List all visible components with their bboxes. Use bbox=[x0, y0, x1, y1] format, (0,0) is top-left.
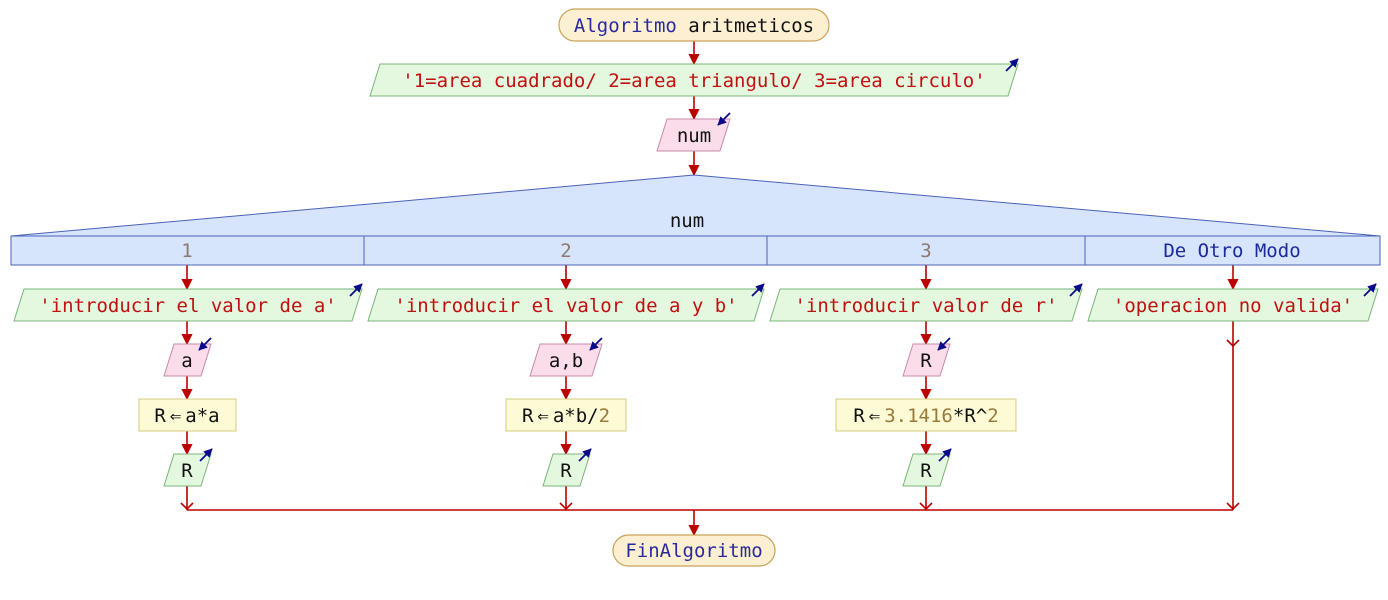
arrow-up-right-icon bbox=[1363, 283, 1377, 297]
case-3-assign-shape bbox=[835, 398, 1017, 432]
case-3-expr-part: *R^ bbox=[953, 405, 987, 427]
default-branch: 'operacion no valida' bbox=[1087, 283, 1379, 322]
arrow-up-right-icon bbox=[578, 448, 592, 462]
read-num-input: num bbox=[656, 112, 731, 152]
flow-merge-chevron-2 bbox=[559, 502, 573, 511]
default-prompt-shape bbox=[1087, 288, 1379, 322]
case-1-label: 1 bbox=[181, 240, 192, 262]
case-2-assign-expr: a*b/2 bbox=[553, 405, 610, 427]
default-prompt: 'operacion no valida' bbox=[1113, 295, 1353, 317]
arrow-up-right-icon bbox=[1069, 283, 1083, 297]
end-terminal-shape bbox=[612, 534, 776, 567]
case-1-assign-expr: a*a bbox=[185, 405, 219, 427]
switch-variable: num bbox=[670, 210, 704, 232]
arrow-up-right-icon bbox=[1005, 58, 1019, 72]
case-2-read-shape bbox=[529, 343, 603, 377]
case-1-write: R bbox=[181, 460, 193, 482]
case-2-branch: 'introducir el valor de a y b' a,b R ⇐ a*b… bbox=[367, 283, 765, 487]
case-1-expr-part: a*a bbox=[185, 405, 219, 427]
case-2-assign-shape bbox=[505, 398, 627, 432]
switch-cases-row bbox=[10, 235, 1381, 266]
menu-output-text: '1=area cuadrado/ 2=area triangulo/ 3=ar… bbox=[402, 70, 985, 92]
case-1-assign-target: R bbox=[154, 405, 166, 427]
case-1-read: a bbox=[181, 350, 192, 372]
case-2-write: R bbox=[560, 460, 572, 482]
start-terminal-shape bbox=[558, 8, 830, 42]
case-2-label: 2 bbox=[560, 240, 571, 262]
switch-block: num 1 2 3 De Otro Modo bbox=[10, 174, 1381, 266]
case-3-assign: R ⇐ 3.1416*R^2 bbox=[853, 405, 998, 427]
case-1-write-shape bbox=[163, 453, 212, 487]
case-2-expr-part: a*b/ bbox=[553, 405, 599, 427]
arrow-up-right-icon bbox=[938, 448, 952, 462]
menu-output-shape bbox=[369, 63, 1019, 97]
case-3-label: 3 bbox=[920, 240, 931, 262]
start-terminal: Algoritmo aritmeticos bbox=[558, 8, 830, 42]
arrow-down-left-icon bbox=[717, 112, 731, 126]
case-2-read: a,b bbox=[549, 350, 583, 372]
read-num-text: num bbox=[677, 125, 711, 147]
case-3-expr-part: 3.1416 bbox=[884, 405, 953, 427]
case-3-read: R bbox=[920, 350, 932, 372]
flow-default-chevron bbox=[1226, 339, 1240, 348]
case-1-assign: R ⇐ a*a bbox=[154, 405, 219, 427]
arrow-down-left-icon bbox=[937, 337, 951, 351]
case-default-label: De Otro Modo bbox=[1163, 240, 1300, 262]
flow-default-chevron-2 bbox=[1226, 502, 1240, 511]
arrow-up-right-icon bbox=[751, 283, 765, 297]
read-num-shape bbox=[656, 118, 731, 152]
algorithm-name: aritmeticos bbox=[688, 15, 814, 37]
case-1-branch: 'introducir el valor de a' a R ⇐ a*a R bbox=[13, 283, 363, 487]
case-3-prompt: 'introducir valor de r' bbox=[794, 295, 1057, 317]
start-terminal-text: Algoritmo aritmeticos bbox=[574, 15, 814, 37]
case-2-assign-target: R bbox=[522, 405, 534, 427]
flow-merge-chevron-3 bbox=[919, 502, 933, 511]
end-terminal: FinAlgoritmo bbox=[612, 534, 776, 567]
case-3-write: R bbox=[920, 460, 932, 482]
start-keyword: Algoritmo bbox=[574, 15, 677, 37]
end-terminal-text: FinAlgoritmo bbox=[625, 540, 762, 562]
case-3-write-shape bbox=[902, 453, 951, 487]
case-2-write-shape bbox=[542, 453, 591, 487]
flow-lines bbox=[180, 41, 1240, 537]
menu-output: '1=area cuadrado/ 2=area triangulo/ 3=ar… bbox=[369, 58, 1019, 97]
case-1-prompt: 'introducir el valor de a' bbox=[39, 295, 336, 317]
case-3-branch: 'introducir valor de r' R R ⇐ 3.1416*R^2 R bbox=[769, 283, 1083, 487]
case-2-prompt: 'introducir el valor de a y b' bbox=[394, 295, 737, 317]
case-1-assign-arrow: ⇐ bbox=[170, 405, 181, 427]
arrow-up-right-icon bbox=[349, 283, 363, 297]
case-1-assign-shape bbox=[138, 398, 237, 432]
case-2-expr-part: 2 bbox=[599, 405, 610, 427]
case-1-prompt-shape bbox=[13, 288, 363, 322]
case-3-assign-arrow: ⇐ bbox=[869, 405, 880, 427]
arrow-down-left-icon bbox=[589, 337, 603, 351]
case-3-prompt-shape bbox=[769, 288, 1083, 322]
case-3-assign-target: R bbox=[853, 405, 865, 427]
flow-merge-chevron-1 bbox=[180, 502, 194, 511]
case-3-assign-expr: 3.1416*R^2 bbox=[884, 405, 998, 427]
case-2-assign-arrow: ⇐ bbox=[537, 405, 548, 427]
case-2-assign: R ⇐ a*b/2 bbox=[522, 405, 610, 427]
case-2-prompt-shape bbox=[367, 288, 765, 322]
case-3-expr-part: 2 bbox=[987, 405, 998, 427]
arrow-up-right-icon bbox=[199, 448, 213, 462]
arrow-down-left-icon bbox=[198, 337, 212, 351]
